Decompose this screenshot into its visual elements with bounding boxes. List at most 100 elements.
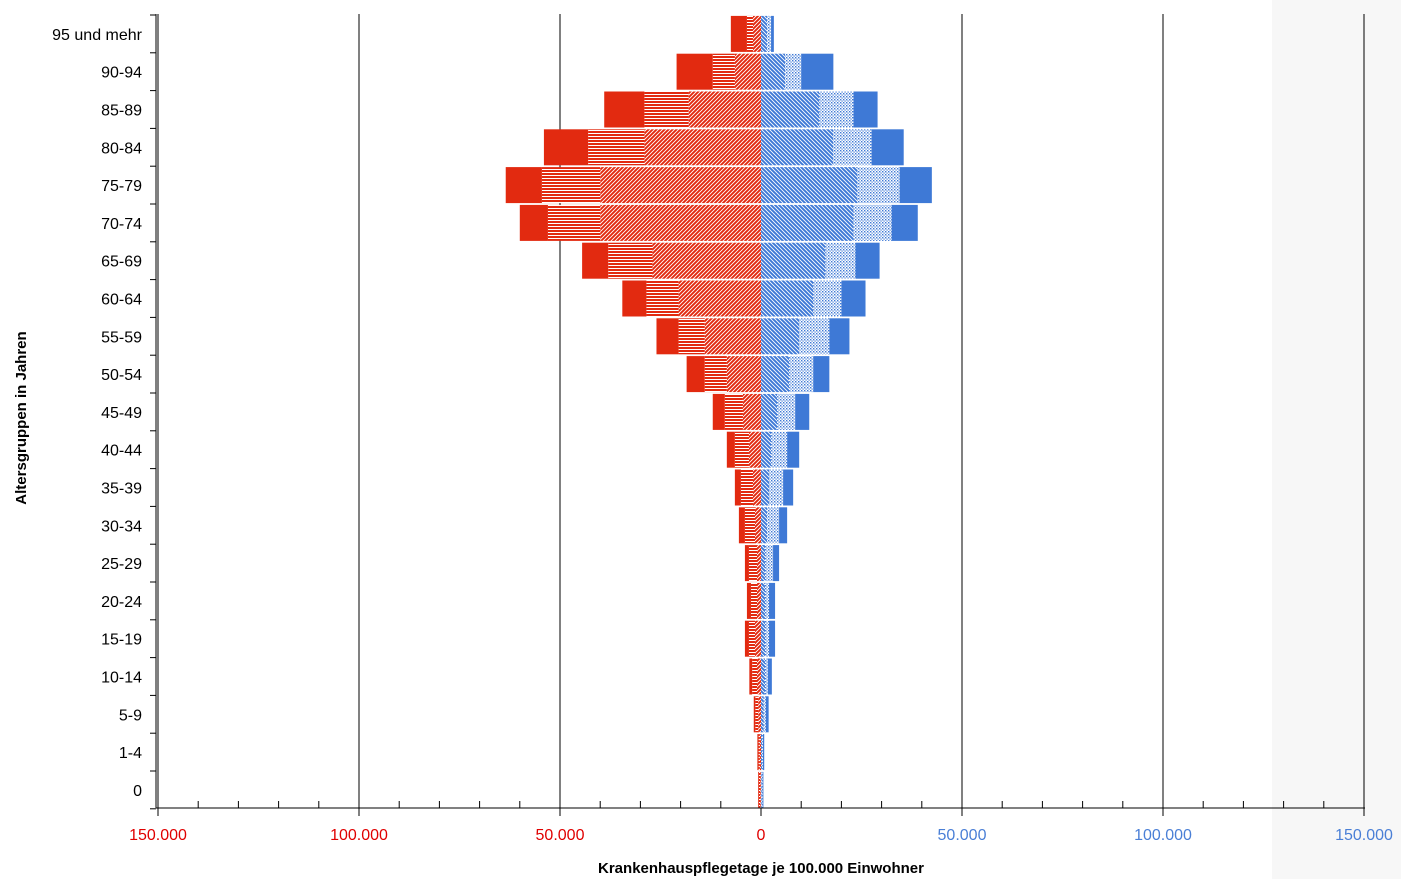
bar-right-3 [853,91,878,128]
x-axis-title: Krankenhauspflegetage je 100.000 Einwohn… [598,860,924,877]
category-label: 30-34 [101,518,142,535]
bar-right-1 [761,582,766,619]
bar-left-1 [756,582,761,619]
bar-left-2 [734,431,749,468]
bar-left-1 [759,734,761,771]
bar-left-3 [726,431,735,468]
bars [505,15,932,808]
bar-left-2 [758,734,760,771]
bar-right-1 [761,242,826,279]
category-label: 35-39 [101,481,142,498]
bar-left-2 [744,507,755,544]
bar-left-1 [752,15,761,52]
bar-right-1 [761,204,854,241]
bar-left-1 [754,620,761,657]
bar-left-3 [519,204,548,241]
bar-right-2 [765,545,774,582]
bar-right-2 [771,431,788,468]
bar-left-1 [756,658,761,695]
category-label: 25-29 [101,556,142,573]
bar-left-2 [704,356,727,393]
x-tick-label-left: 50.000 [536,827,585,844]
bar-right-3 [871,129,904,166]
bar-right-1 [761,545,766,582]
bar-left-2 [541,167,601,204]
bar-right-2 [767,507,780,544]
bar-right-3 [795,393,810,430]
bar-left-3 [749,658,753,695]
category-labels: 95 und mehr 90-94 85-89 80-84 75-79 70-74 65-6… [52,27,143,800]
y-axis-title: Altersgruppen in Jahren [13,331,30,504]
bar-right-3 [829,318,850,355]
bar-right-1 [761,469,770,506]
bar-left-2 [646,280,679,317]
bar-left-1 [704,318,761,355]
bar-left-2 [755,696,759,733]
bar-left-1 [644,129,761,166]
bar-right-1 [761,507,768,544]
bar-right-3 [841,280,866,317]
x-tick-label-right: 100.000 [1134,827,1192,844]
category-label: 70-74 [101,216,142,233]
bar-left-3 [604,91,645,128]
bar-right-3 [779,507,788,544]
bar-right-2 [853,204,892,241]
category-label: 20-24 [101,594,142,611]
bar-right-2 [769,469,784,506]
bar-left-3 [746,582,751,619]
bar-left-1 [758,696,761,733]
bar-right-1 [761,91,820,128]
bar-left-1 [652,242,761,279]
bar-right-1 [761,15,768,52]
category-label: 75-79 [101,178,142,195]
bar-left-2 [750,582,757,619]
category-label: 15-19 [101,632,142,649]
bar-right-2 [777,393,796,430]
bar-right-1 [761,431,772,468]
bar-left-2 [588,129,645,166]
category-label: 85-89 [101,103,142,120]
bar-left-3 [758,771,759,808]
bar-left-3 [712,393,725,430]
category-label: 65-69 [101,254,142,271]
bar-right-3 [855,242,880,279]
bar-right-2 [762,734,764,771]
bar-left-2 [748,620,755,657]
bar-right-2 [789,356,814,393]
bar-right-2 [765,658,768,695]
bar-right-2 [833,129,872,166]
bar-right-3 [899,167,932,204]
category-label: 45-49 [101,405,142,422]
bar-left-3 [738,507,745,544]
bar-left-3 [686,356,705,393]
bar-left-2 [724,393,743,430]
bar-right-2 [857,167,900,204]
bar-left-1 [760,771,761,808]
bar-left-1 [726,356,761,393]
bar-right-2 [819,91,854,128]
bar-right-1 [761,356,790,393]
category-label: 40-44 [101,443,142,460]
bar-right-3 [813,356,830,393]
category-label: 1-4 [119,745,142,762]
axes [150,14,1365,816]
bar-right-1 [761,129,834,166]
bar-right-1 [761,696,764,733]
right-margin-shade [1272,0,1401,879]
bar-right-2 [763,696,766,733]
bar-left-3 [505,167,542,204]
bar-right-1 [761,393,778,430]
category-label: 90-94 [101,65,142,82]
bar-right-3 [783,469,794,506]
bar-right-3 [769,582,776,619]
category-label: 50-54 [101,367,142,384]
bar-right-1 [761,318,800,355]
category-label: 95 und mehr [52,27,143,44]
x-tick-label-right: 50.000 [938,827,987,844]
bar-left-2 [678,318,705,355]
bar-left-2 [608,242,653,279]
bar-left-1 [754,507,761,544]
bar-left-3 [753,696,756,733]
bar-left-1 [734,53,761,90]
